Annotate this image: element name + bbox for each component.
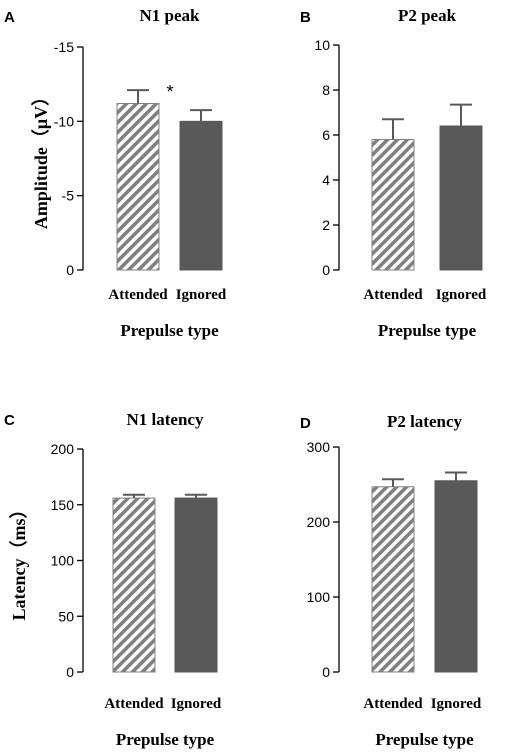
panel-letter: C — [4, 412, 15, 429]
y-tick-label: 0 — [66, 664, 74, 680]
y-tick-label: 0 — [66, 262, 74, 278]
chart-title: P2 latency — [387, 412, 463, 431]
x-category-label: Ignored — [431, 696, 482, 712]
y-tick-label: -10 — [54, 113, 74, 129]
x-axis-label: Prepulse type — [120, 321, 219, 340]
bar-attended — [112, 497, 156, 673]
bar-ignored — [179, 120, 223, 271]
y-tick-label: 10 — [314, 37, 330, 53]
x-category-label: Ignored — [436, 287, 487, 303]
x-category-label: Attended — [363, 696, 423, 712]
y-tick-label: -5 — [62, 188, 75, 204]
x-category-label: Attended — [108, 287, 168, 303]
chart-panel-b: B P2 peak 0 2 4 6 8 10 Attended Ignored Prepulse t… — [300, 6, 487, 340]
y-tick-label: 150 — [51, 497, 75, 513]
y-axis-label: Amplitude（μV） — [31, 88, 51, 229]
chart-panel-c: C N1 latency 0 50 100 150 200 Attended Ignored Pr… — [4, 410, 222, 749]
x-category-label: Ignored — [171, 696, 222, 712]
y-tick-label: -15 — [54, 39, 74, 55]
y-tick-label: 50 — [58, 608, 74, 624]
x-axis-label: Prepulse type — [375, 730, 474, 749]
y-tick-label: 2 — [322, 217, 330, 233]
chart-panel-a: A N1 peak 0 -5 -10 -15 Attended Ignored Prepulse… — [4, 6, 227, 340]
y-tick-label: 200 — [51, 441, 75, 457]
y-tick-label: 8 — [322, 82, 330, 98]
y-tick-label: 6 — [322, 127, 330, 143]
y-tick-label: 0 — [322, 262, 330, 278]
bar-attended — [371, 139, 415, 271]
x-axis-label: Prepulse type — [116, 730, 215, 749]
y-tick-label: 0 — [322, 664, 330, 680]
panel-letter: D — [300, 415, 311, 432]
chart-title: P2 peak — [398, 6, 457, 25]
panel-letter: B — [300, 9, 311, 26]
chart-title: N1 latency — [127, 410, 204, 429]
chart-panel-d: D P2 latency 0 100 200 300 Attended Ignored Prep… — [300, 412, 482, 749]
x-category-label: Ignored — [176, 287, 227, 303]
x-category-label: Attended — [104, 696, 164, 712]
y-tick-label: 300 — [307, 439, 331, 455]
x-axis-label: Prepulse type — [378, 321, 477, 340]
bar-attended — [371, 486, 415, 673]
y-tick-label: 100 — [307, 589, 331, 605]
y-axis-label: Latency（ms） — [9, 501, 29, 621]
bar-ignored — [439, 125, 483, 271]
panel-letter: A — [4, 9, 15, 26]
y-tick-label: 4 — [322, 172, 330, 188]
bar-attended — [116, 102, 160, 271]
bar-ignored — [174, 497, 218, 673]
y-tick-label: 200 — [307, 514, 331, 530]
x-category-label: Attended — [363, 287, 423, 303]
chart-title: N1 peak — [140, 6, 201, 25]
y-tick-label: 100 — [51, 553, 75, 569]
significance-marker: * — [166, 82, 173, 102]
bar-ignored — [434, 480, 478, 673]
